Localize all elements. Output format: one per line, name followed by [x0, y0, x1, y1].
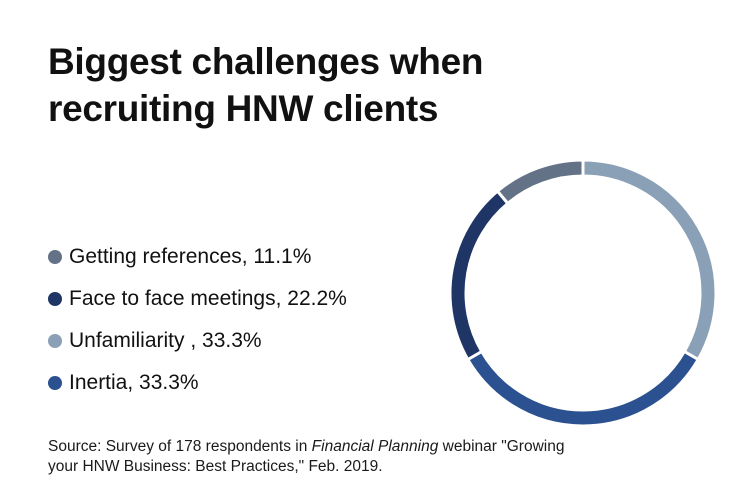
donut-slice-inertia	[465, 349, 701, 428]
legend-label-getting-references: Getting references, 11.1%	[69, 245, 312, 268]
chart-title-line-2: recruiting HNW clients	[48, 88, 439, 129]
chart-title-line-1: Biggest challenges when	[48, 41, 484, 82]
donut-slice-face-to-face-meetings	[448, 189, 510, 362]
legend-label-face-to-face: Face to face meetings, 22.2%	[69, 287, 347, 310]
chart-legend: Getting references, 11.1% Face to face m…	[48, 236, 347, 404]
legend-swatch-unfamiliarity	[48, 334, 62, 348]
source-publication: Financial Planning	[311, 438, 439, 455]
chart-title: Biggest challenges when recruiting HNW c…	[48, 38, 608, 132]
legend-item-getting-references: Getting references, 11.1%	[48, 236, 347, 278]
legend-item-inertia: Inertia, 33.3%	[48, 362, 347, 404]
source-note: Source: Survey of 178 respondents in Fin…	[48, 437, 728, 477]
legend-label-unfamiliarity: Unfamiliarity , 33.3%	[69, 329, 262, 352]
legend-item-face-to-face: Face to face meetings, 22.2%	[48, 278, 347, 320]
legend-label-inertia: Inertia, 33.3%	[69, 371, 199, 394]
source-line1-suffix: webinar "Growing	[438, 438, 565, 455]
donut-chart	[448, 158, 718, 428]
source-prefix: Source: Survey of 178 respondents in	[48, 438, 312, 455]
legend-item-unfamiliarity: Unfamiliarity , 33.3%	[48, 320, 347, 362]
legend-swatch-face-to-face	[48, 292, 62, 306]
legend-swatch-inertia	[48, 376, 62, 390]
donut-slice-getting-references	[495, 158, 585, 206]
source-line2: your HNW Business: Best Practices," Feb.…	[48, 458, 383, 475]
donut-slice-unfamiliarity	[581, 158, 718, 362]
legend-swatch-getting-references	[48, 250, 62, 264]
